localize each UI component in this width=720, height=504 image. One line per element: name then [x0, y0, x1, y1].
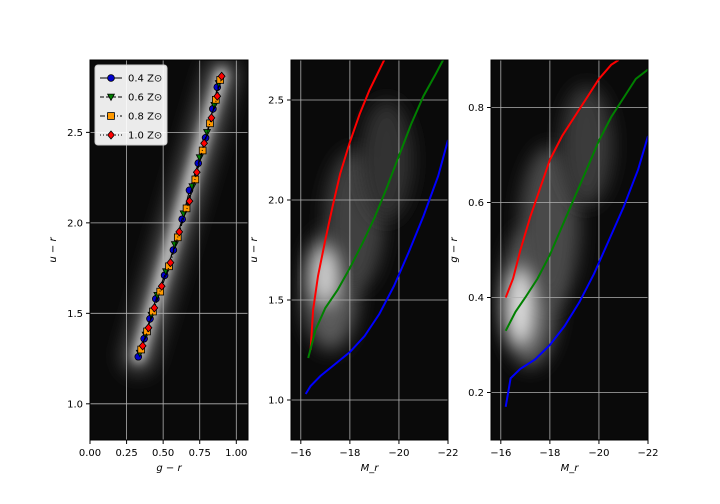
x-tick-label: 0.50 — [152, 448, 174, 459]
series-line-1 — [309, 60, 386, 351]
y-axis-label: u − r — [249, 237, 260, 263]
series-line-3 — [504, 135, 648, 407]
data-point — [157, 281, 166, 291]
x-tick-label: −18 — [339, 448, 360, 459]
x-axis-label: g − r — [156, 463, 182, 474]
y-tick-label: 1.5 — [268, 296, 284, 307]
x-tick-label: −16 — [290, 448, 311, 459]
legend-label: 0.6 Z⊙ — [128, 93, 162, 104]
data-point — [138, 341, 147, 351]
density-contours — [302, 100, 413, 350]
data-point — [185, 196, 194, 206]
legend: 0.4 Z⊙ 0.6 Z⊙ 0.8 Z⊙ 1.0 Z⊙ — [94, 64, 168, 146]
x-tick-label: −20 — [588, 448, 609, 459]
panel-3: −16 −18 −20 −22 0.2 0.4 0.6 0.8 M_r g − r — [449, 59, 659, 474]
x-tick-label: −16 — [490, 448, 511, 459]
data-point — [188, 183, 197, 191]
y-tick-label: 2.0 — [268, 196, 284, 207]
x-axis-label: M_r — [561, 463, 580, 474]
axes-frame — [290, 59, 449, 441]
data-point — [217, 71, 226, 81]
x-tick-label: −22 — [637, 448, 658, 459]
series-line-2 — [307, 60, 444, 359]
legend-marker — [107, 112, 115, 120]
legend-label: 1.0 Z⊙ — [128, 131, 162, 142]
x-axis-label: M_r — [361, 463, 380, 474]
y-tick-label: 1.0 — [67, 399, 83, 410]
data-point — [166, 258, 175, 268]
y-tick-label: 2.5 — [67, 128, 83, 139]
series-line-1 — [504, 60, 620, 298]
data-point — [150, 303, 159, 313]
data-point — [200, 138, 209, 148]
x-tick-label: −22 — [437, 448, 458, 459]
series-line-3 — [304, 139, 448, 395]
y-tick-label: 0.6 — [468, 198, 484, 209]
y-axis-label: u − r — [48, 237, 59, 263]
data-point — [144, 323, 153, 333]
x-tick-label: 0.25 — [115, 448, 137, 459]
y-tick-label: 0.2 — [468, 388, 484, 399]
x-tick-label: 0.75 — [189, 448, 211, 459]
y-tick-label: 1.0 — [268, 396, 284, 407]
y-tick-label: 1.5 — [67, 309, 83, 320]
legend-label: 0.8 Z⊙ — [128, 112, 162, 123]
data-point — [213, 91, 222, 101]
x-tick-label: 0.00 — [79, 448, 101, 459]
x-tick-label: −20 — [388, 448, 409, 459]
data-point — [192, 167, 201, 177]
data-point — [170, 241, 179, 249]
legend-label: 0.4 Z⊙ — [128, 74, 162, 85]
y-tick-label: 2.5 — [268, 96, 284, 107]
y-tick-label: 2.0 — [67, 218, 83, 229]
legend-marker — [107, 130, 115, 140]
legend-marker — [106, 93, 116, 102]
x-tick-label: 1.00 — [225, 448, 247, 459]
y-tick-label: 0.8 — [468, 103, 484, 114]
axes-frame — [490, 59, 649, 441]
panel-2: −16 −18 −20 −22 1.0 1.5 2.0 2.5 M_r u − r — [249, 59, 459, 474]
y-tick-label: 0.4 — [468, 293, 484, 304]
data-point — [175, 227, 184, 237]
series-line-2 — [504, 68, 648, 332]
axes-frame — [89, 59, 249, 441]
legend-marker — [107, 74, 115, 82]
data-point — [207, 113, 216, 123]
y-axis-label: g − r — [449, 237, 460, 263]
panel-1: 0.00 0.25 0.50 0.75 1.00 1.0 1.5 2.0 2.5 g − r u −… — [48, 59, 249, 474]
x-tick-label: −18 — [539, 448, 560, 459]
